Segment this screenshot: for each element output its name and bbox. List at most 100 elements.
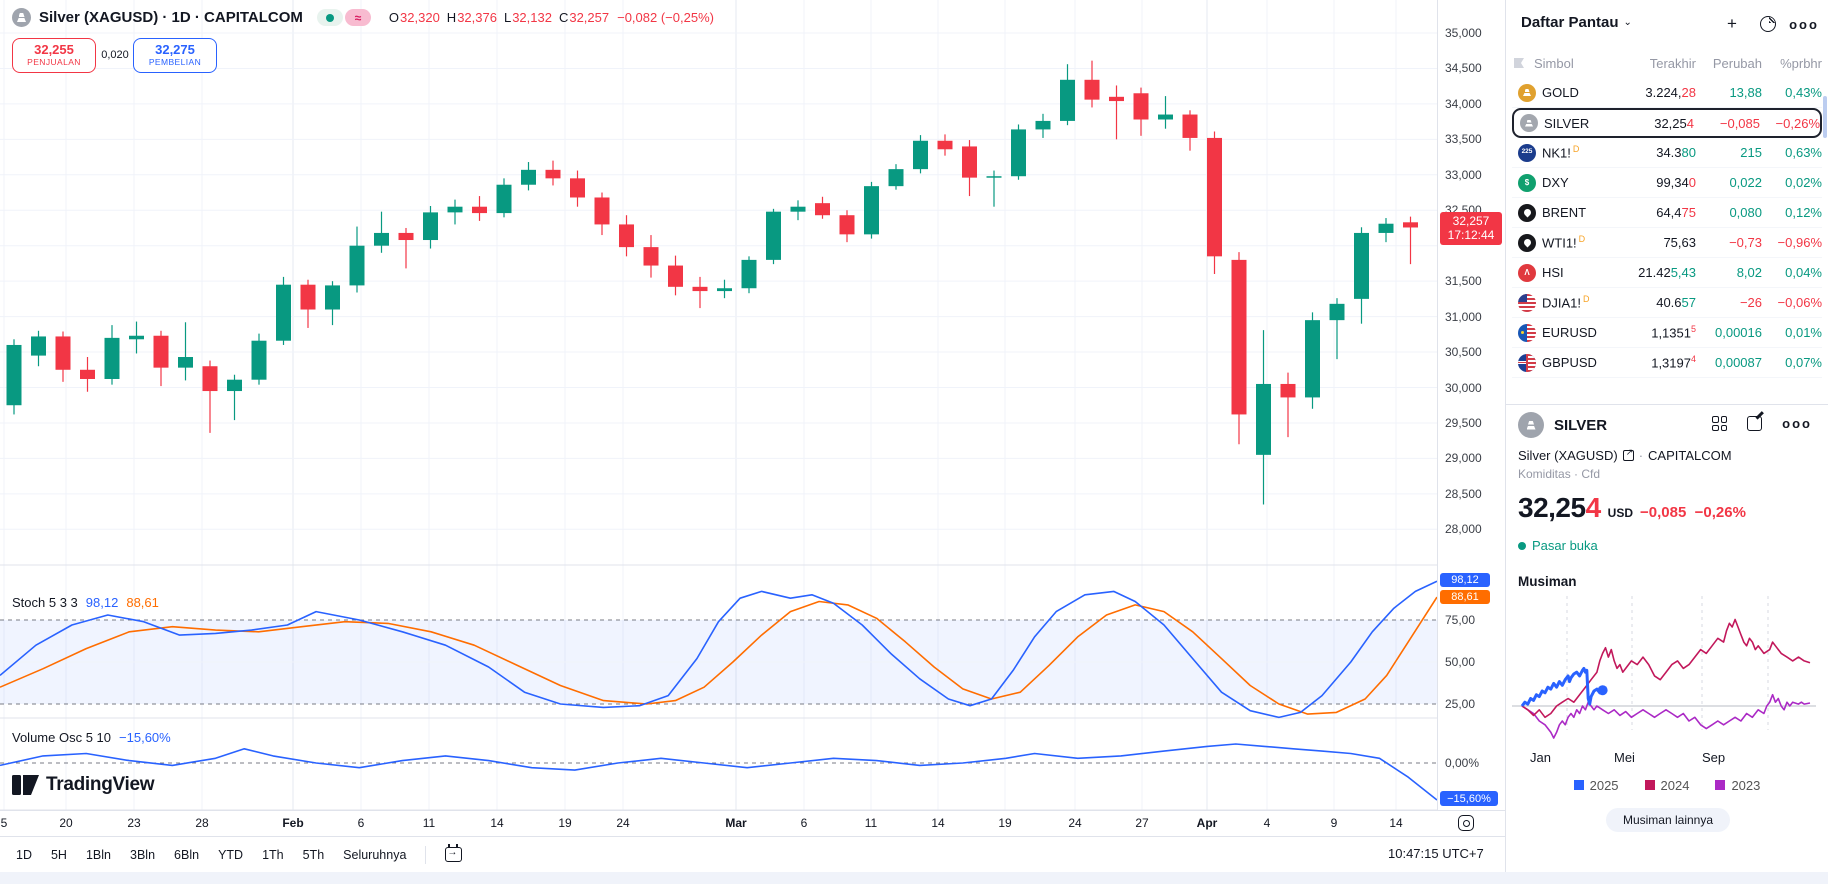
- price-axis-label: 29,000: [1445, 451, 1482, 466]
- seasonal-chart: [1512, 596, 1816, 739]
- change-value: −0,73: [1729, 235, 1762, 250]
- change-percent: 0,02%: [1785, 175, 1822, 190]
- sell-button[interactable]: 32,255 PENJUALAN: [12, 38, 96, 73]
- spread-value: 0,020: [101, 49, 129, 61]
- watchlist-row-djia1[interactable]: DJIA1! D 40.657 −26 −0,06%: [1512, 288, 1822, 318]
- watchlist-row-gold[interactable]: GOLD 3.224,28 13,88 0,43%: [1512, 78, 1822, 108]
- seasonal-more-button[interactable]: Musiman lainnya: [1606, 808, 1730, 832]
- legend-2025[interactable]: 2025: [1573, 778, 1619, 793]
- time-axis-label: 5: [0, 816, 8, 830]
- watchlist-row-nk1[interactable]: 225 NK1! D 34.380 215 0,63%: [1512, 138, 1822, 168]
- watchlist-row-hsi[interactable]: Λ HSI 21.425,43 8,02 0,04%: [1512, 258, 1822, 288]
- chart-title[interactable]: Silver (XAGUSD) · 1D · CAPITALCOM: [39, 9, 303, 26]
- candle: [741, 259, 757, 289]
- external-link-icon[interactable]: [1622, 447, 1634, 461]
- detail-change: −0,085 −0,26%: [1640, 504, 1746, 521]
- watchlist-more-icon[interactable]: ooo: [1789, 16, 1819, 32]
- last-price: 64,475: [1656, 205, 1696, 220]
- col-change[interactable]: Perubah: [1712, 55, 1762, 71]
- price-axis[interactable]: 32,257 17:12:44 98,12 88,61 −15,60% 35,0…: [1437, 0, 1505, 810]
- flag-column-icon[interactable]: [1514, 58, 1524, 68]
- detail-more-icon[interactable]: ooo: [1782, 416, 1812, 431]
- symbol-name: HSI: [1542, 265, 1564, 280]
- add-symbol-icon[interactable]: +: [1727, 14, 1737, 33]
- series-dot-icon[interactable]: [316, 9, 343, 26]
- col-change-pct[interactable]: %prbhr: [1780, 55, 1822, 71]
- candle: [325, 285, 340, 310]
- symbol-name: DJIA1! D: [1542, 294, 1590, 311]
- symbol-name: WTI1! D: [1542, 234, 1586, 251]
- range-1bln[interactable]: 1Bln: [85, 847, 111, 862]
- tradingview-logo[interactable]: TradingView: [12, 774, 155, 796]
- volume-osc-legend[interactable]: Volume Osc 5 10 −15,60%: [12, 730, 171, 745]
- price-chart[interactable]: [0, 0, 1437, 810]
- range-ytd[interactable]: YTD: [218, 847, 244, 862]
- toolbar-divider: [425, 845, 427, 864]
- detail-subtitle[interactable]: Silver (XAGUSD): [1518, 448, 1618, 463]
- range-seluruhnya[interactable]: Seluruhnya: [343, 847, 407, 862]
- tradingview-mark-icon: [12, 775, 39, 795]
- last-price: 21.425,43: [1638, 265, 1696, 280]
- last-price: 34.380: [1656, 145, 1696, 160]
- seasonal-label-jan: Jan: [1530, 750, 1551, 765]
- delayed-badge: D: [1583, 294, 1590, 305]
- watchlist-row-wti1[interactable]: WTI1! D 75,63 −0,73 −0,96%: [1512, 228, 1822, 258]
- change-percent: −0,26%: [1775, 115, 1820, 131]
- candle: [815, 203, 830, 216]
- clock[interactable]: 10:47:15 UTC+7: [1388, 846, 1484, 861]
- candle: [1280, 383, 1296, 398]
- pie-chart-icon[interactable]: [1758, 14, 1778, 34]
- range-5th[interactable]: 5Th: [302, 847, 325, 862]
- legend-2024[interactable]: 2024: [1644, 778, 1689, 793]
- watchlist-row-gbpusd[interactable]: GBPUSD 1,31974 0,00087 0,07%: [1512, 348, 1822, 378]
- last-price: 1,13515: [1651, 324, 1696, 341]
- edit-note-icon[interactable]: [1747, 416, 1763, 431]
- wave-icon[interactable]: ≈: [344, 9, 371, 26]
- range-3bln[interactable]: 3Bln: [130, 847, 156, 862]
- watchlist-row-brent[interactable]: BRENT 64,475 0,080 0,12%: [1512, 198, 1822, 228]
- watchlist-row-eurusd[interactable]: EURUSD 1,13515 0,00016 0,01%: [1512, 318, 1822, 348]
- watchlist-row-silver[interactable]: SILVER 32,254 −0,085 −0,26%: [1512, 108, 1822, 138]
- col-last[interactable]: Terakhir: [1649, 55, 1696, 71]
- candle: [864, 186, 879, 235]
- col-symbol[interactable]: Simbol: [1534, 55, 1574, 71]
- legend-2023[interactable]: 2023: [1715, 778, 1760, 793]
- series-visibility-toggle[interactable]: ≈: [316, 9, 371, 26]
- stoch-legend[interactable]: Stoch 5 3 3 98,12 88,61: [12, 595, 159, 610]
- candle: [888, 169, 904, 187]
- watchlist-row-dxy[interactable]: $ DXY 99,340 0,022 0,02%: [1512, 168, 1822, 198]
- symbol-name: GBPUSD: [1542, 355, 1597, 370]
- layout-grid-icon[interactable]: [1712, 416, 1728, 431]
- detail-symbol-name[interactable]: SILVER: [1554, 416, 1608, 434]
- range-1d[interactable]: 1D: [16, 847, 32, 862]
- time-axis-label: 19: [998, 816, 1012, 830]
- time-axis-label: 6: [800, 816, 808, 830]
- watchlist-title: Daftar Pantau: [1521, 14, 1619, 31]
- candle: [1084, 79, 1100, 100]
- range-1th[interactable]: 1Th: [262, 847, 284, 862]
- symbol-name: SILVER: [1544, 115, 1590, 131]
- change-percent: 0,07%: [1785, 355, 1822, 370]
- current-price-badge: 32,257 17:12:44: [1440, 212, 1502, 245]
- time-axis-label: 14: [490, 816, 504, 830]
- detail-exchange[interactable]: CAPITALCOM: [1648, 448, 1732, 463]
- detail-price: 32,254: [1518, 492, 1601, 523]
- candle: [227, 379, 242, 392]
- watchlist-title-menu[interactable]: Daftar Pantau ⌄: [1521, 14, 1632, 31]
- ohlc-item: H32,376: [446, 10, 497, 25]
- range-6bln[interactable]: 6Bln: [174, 847, 200, 862]
- time-axis[interactable]: 5 20 23 28 Feb 6 11 14 19 24 Mar 6 11 14 19 24 27 Apr 4 9 14: [0, 810, 1505, 836]
- buy-button[interactable]: 32,275 PEMBELIAN: [133, 38, 217, 73]
- volume-osc-title: Volume Osc 5 10: [12, 730, 112, 745]
- volume-axis-label: 0,00%: [1445, 756, 1480, 770]
- go-to-date-icon[interactable]: [445, 844, 463, 862]
- watchlist-scrollbar[interactable]: [1823, 96, 1827, 138]
- change-value: −0,085: [1719, 115, 1760, 131]
- candle: [349, 245, 365, 286]
- current-price: 32,257: [1452, 214, 1490, 228]
- chart-settings-icon[interactable]: [1458, 815, 1474, 831]
- candle: [1133, 93, 1149, 120]
- range-5h[interactable]: 5H: [50, 847, 67, 862]
- candle: [1305, 320, 1320, 398]
- range-toolbar: 1D 5H 1Bln 3Bln 6Bln YTD 1Th 5Th Seluruhnya: [0, 836, 1505, 872]
